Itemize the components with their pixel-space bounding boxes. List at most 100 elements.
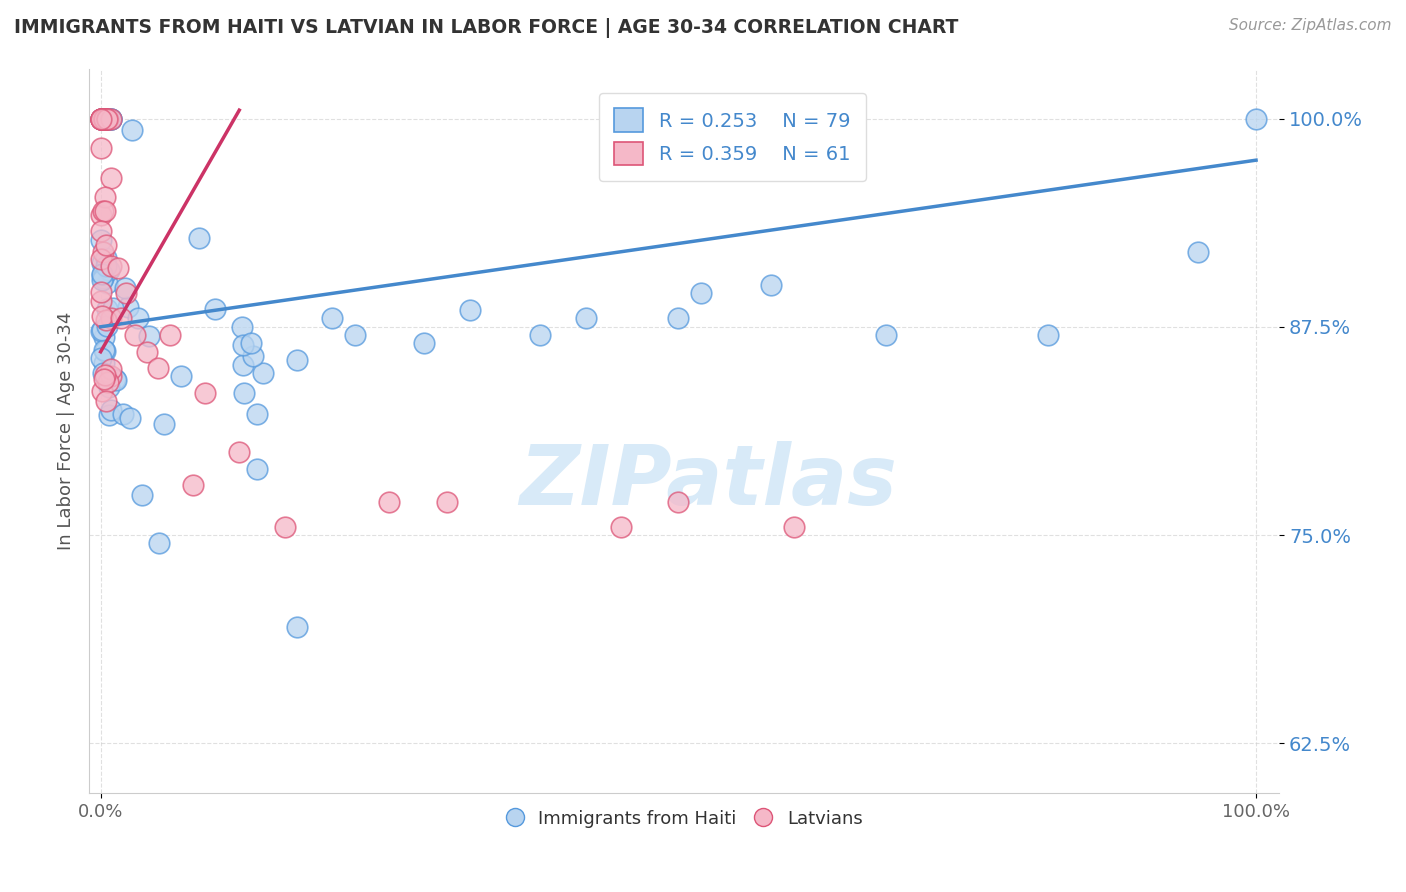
Point bbox=[93, 112, 115, 126]
Point bbox=[104, 374, 127, 388]
Point bbox=[1036, 328, 1059, 343]
Point bbox=[436, 495, 458, 509]
Point bbox=[91, 112, 114, 126]
Point bbox=[96, 112, 118, 126]
Point bbox=[90, 384, 112, 398]
Point bbox=[94, 112, 117, 126]
Point bbox=[240, 336, 263, 351]
Point bbox=[90, 112, 112, 126]
Point bbox=[90, 141, 112, 155]
Point bbox=[759, 278, 782, 293]
Point bbox=[93, 356, 115, 370]
Point bbox=[91, 255, 114, 269]
Point bbox=[94, 313, 117, 327]
Point bbox=[100, 112, 122, 126]
Point bbox=[93, 330, 115, 344]
Point bbox=[96, 251, 118, 265]
Point bbox=[135, 344, 157, 359]
Point bbox=[93, 112, 115, 126]
Point bbox=[170, 368, 193, 383]
Point bbox=[783, 520, 806, 534]
Point bbox=[94, 112, 117, 126]
Point bbox=[1187, 244, 1209, 259]
Point bbox=[93, 343, 115, 357]
Point bbox=[96, 276, 118, 290]
Point bbox=[97, 380, 120, 394]
Point bbox=[875, 328, 897, 343]
Point bbox=[100, 112, 122, 126]
Point bbox=[118, 410, 141, 425]
Point bbox=[93, 112, 115, 126]
Point bbox=[90, 294, 112, 309]
Point bbox=[285, 353, 308, 368]
Point bbox=[90, 323, 112, 337]
Point bbox=[90, 267, 112, 281]
Point bbox=[152, 417, 174, 431]
Point bbox=[666, 311, 689, 326]
Point bbox=[100, 170, 122, 185]
Point bbox=[93, 366, 115, 380]
Point bbox=[159, 328, 181, 343]
Point bbox=[91, 245, 114, 260]
Point bbox=[666, 495, 689, 509]
Point bbox=[90, 233, 112, 247]
Point bbox=[98, 263, 121, 277]
Point bbox=[110, 311, 132, 326]
Point bbox=[321, 311, 343, 326]
Point bbox=[91, 112, 114, 126]
Point bbox=[232, 358, 254, 372]
Text: Source: ZipAtlas.com: Source: ZipAtlas.com bbox=[1229, 18, 1392, 33]
Point bbox=[107, 261, 129, 276]
Point bbox=[343, 328, 366, 343]
Point bbox=[246, 462, 269, 476]
Point bbox=[1244, 112, 1267, 126]
Point bbox=[94, 112, 117, 126]
Point bbox=[90, 285, 112, 300]
Point bbox=[93, 112, 115, 126]
Point bbox=[91, 268, 114, 282]
Point bbox=[91, 112, 114, 126]
Point bbox=[90, 112, 112, 126]
Point bbox=[94, 259, 117, 273]
Point bbox=[90, 112, 112, 126]
Point bbox=[90, 208, 112, 222]
Point bbox=[181, 478, 204, 492]
Point bbox=[413, 336, 436, 351]
Point bbox=[94, 393, 117, 408]
Point bbox=[100, 402, 122, 417]
Point bbox=[285, 620, 308, 634]
Point bbox=[232, 338, 254, 352]
Point bbox=[91, 112, 114, 126]
Point bbox=[93, 112, 115, 126]
Point bbox=[94, 190, 117, 204]
Point bbox=[575, 311, 598, 326]
Point bbox=[90, 252, 112, 267]
Point bbox=[97, 376, 120, 390]
Point bbox=[124, 328, 146, 343]
Point bbox=[100, 368, 122, 383]
Point bbox=[100, 361, 122, 376]
Legend: Immigrants from Haiti, Latvians: Immigrants from Haiti, Latvians bbox=[498, 802, 870, 835]
Point bbox=[94, 238, 117, 252]
Point bbox=[90, 324, 112, 338]
Point bbox=[93, 112, 115, 126]
Point bbox=[90, 112, 112, 126]
Point bbox=[188, 231, 211, 245]
Point bbox=[194, 386, 217, 401]
Y-axis label: In Labor Force | Age 30-34: In Labor Force | Age 30-34 bbox=[58, 311, 75, 550]
Point bbox=[93, 268, 115, 282]
Point bbox=[104, 372, 127, 386]
Point bbox=[242, 349, 264, 363]
Point bbox=[90, 351, 112, 365]
Point bbox=[91, 112, 114, 126]
Point bbox=[94, 203, 117, 218]
Point bbox=[94, 343, 117, 358]
Point bbox=[131, 488, 153, 502]
Point bbox=[252, 366, 274, 380]
Point bbox=[460, 303, 482, 318]
Text: ZIPatlas: ZIPatlas bbox=[519, 442, 897, 522]
Point bbox=[121, 123, 143, 137]
Point bbox=[90, 112, 112, 126]
Point bbox=[138, 328, 160, 343]
Point bbox=[103, 301, 125, 315]
